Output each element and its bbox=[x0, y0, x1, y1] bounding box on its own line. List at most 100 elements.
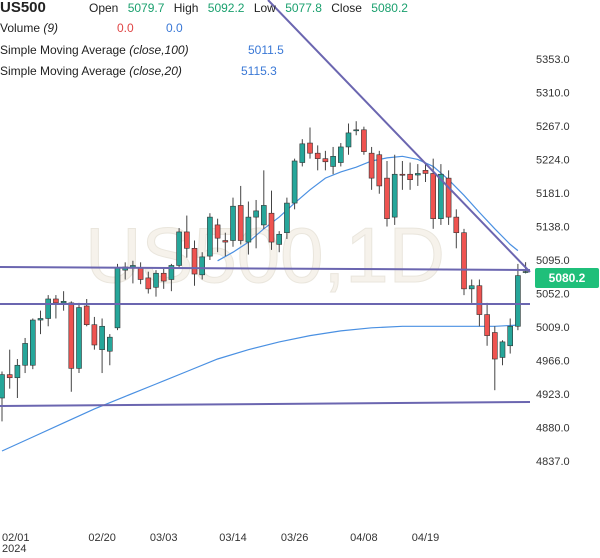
candle[interactable] bbox=[330, 146, 336, 175]
candle[interactable] bbox=[376, 150, 383, 194]
candle[interactable] bbox=[468, 279, 475, 303]
sma20-value: 5115.3 bbox=[241, 64, 277, 78]
candle[interactable] bbox=[160, 267, 167, 289]
candle[interactable] bbox=[337, 143, 344, 167]
x-tick-label: 03/14 bbox=[219, 532, 247, 544]
candlestick-series[interactable] bbox=[0, 121, 529, 422]
candle[interactable] bbox=[245, 201, 252, 255]
candle-body bbox=[284, 202, 290, 234]
candle-body bbox=[345, 132, 352, 148]
candle[interactable] bbox=[53, 295, 59, 319]
sma100-row[interactable]: Simple Moving Average (close,100) bbox=[0, 43, 189, 57]
drawn-trendlines[interactable] bbox=[0, 0, 531, 407]
candle-body bbox=[0, 374, 5, 399]
candle[interactable] bbox=[0, 371, 5, 422]
candle-body bbox=[276, 233, 283, 245]
candle[interactable] bbox=[268, 190, 275, 250]
candle[interactable] bbox=[176, 228, 182, 268]
candle[interactable] bbox=[307, 127, 313, 159]
candle[interactable] bbox=[499, 340, 506, 366]
candle[interactable] bbox=[414, 164, 421, 186]
candle[interactable] bbox=[322, 150, 329, 171]
candle[interactable] bbox=[14, 359, 21, 398]
candle[interactable] bbox=[22, 337, 28, 374]
price-tag: 5080.2 bbox=[535, 268, 599, 288]
candle[interactable] bbox=[60, 291, 67, 311]
candle-body bbox=[445, 177, 452, 218]
candle[interactable] bbox=[37, 310, 44, 335]
candle[interactable] bbox=[145, 271, 152, 294]
candle[interactable] bbox=[91, 316, 98, 350]
candle[interactable] bbox=[345, 123, 352, 155]
sma100-label: Simple Moving Average bbox=[0, 43, 126, 57]
volume-row[interactable]: Volume (9) bbox=[0, 21, 58, 35]
candle[interactable] bbox=[153, 270, 159, 297]
candle[interactable] bbox=[214, 218, 221, 253]
candle[interactable] bbox=[476, 279, 483, 327]
sma20-row[interactable]: Simple Moving Average (close,20) bbox=[0, 64, 182, 78]
candle-body bbox=[114, 267, 121, 329]
candle[interactable] bbox=[291, 158, 298, 210]
candle[interactable] bbox=[276, 231, 283, 253]
candle[interactable] bbox=[230, 197, 236, 247]
open-label: Open bbox=[89, 1, 119, 15]
candle[interactable] bbox=[391, 154, 398, 225]
candle[interactable] bbox=[68, 301, 75, 392]
candle-body bbox=[361, 129, 367, 152]
watermark: US500,1D bbox=[85, 211, 445, 299]
candle[interactable] bbox=[237, 185, 244, 245]
candle[interactable] bbox=[384, 160, 390, 227]
close-label: Close bbox=[331, 1, 362, 15]
candle[interactable] bbox=[491, 326, 498, 391]
candle[interactable] bbox=[445, 170, 452, 225]
candle[interactable] bbox=[453, 209, 460, 249]
candle[interactable] bbox=[99, 318, 105, 374]
candle[interactable] bbox=[461, 228, 467, 296]
candle[interactable] bbox=[260, 170, 267, 229]
candle[interactable] bbox=[76, 302, 82, 374]
candle-body bbox=[307, 142, 313, 154]
candle[interactable] bbox=[107, 334, 113, 366]
x-axis-year: 2024 bbox=[2, 543, 26, 555]
candle[interactable] bbox=[438, 164, 444, 225]
candle[interactable] bbox=[6, 349, 13, 389]
candle[interactable] bbox=[222, 232, 229, 257]
x-axis: 02/01 02/20 03/03 03/14 03/26 04/08 04/19 bbox=[2, 532, 439, 544]
candle[interactable] bbox=[284, 197, 290, 239]
trendline-horizontal-upper[interactable] bbox=[0, 266, 531, 271]
candle[interactable] bbox=[29, 318, 36, 370]
candle[interactable] bbox=[407, 162, 413, 190]
candle-body bbox=[222, 240, 229, 243]
candle-body bbox=[468, 285, 475, 290]
candle-body bbox=[414, 173, 421, 176]
candle[interactable] bbox=[361, 126, 367, 155]
price-tag-box bbox=[535, 268, 599, 288]
candle[interactable] bbox=[184, 215, 190, 258]
candle-body bbox=[260, 205, 267, 226]
candle[interactable] bbox=[484, 302, 490, 346]
candle[interactable] bbox=[422, 162, 429, 183]
candle[interactable] bbox=[45, 295, 52, 327]
candle-body bbox=[430, 173, 437, 219]
candle[interactable] bbox=[353, 121, 360, 136]
symbol-name[interactable]: US500 bbox=[0, 0, 46, 16]
candle[interactable] bbox=[515, 263, 521, 331]
candle[interactable] bbox=[207, 213, 213, 260]
candle[interactable] bbox=[191, 240, 198, 286]
candle[interactable] bbox=[314, 145, 321, 171]
candle[interactable] bbox=[368, 146, 375, 190]
candle[interactable] bbox=[507, 318, 514, 354]
candle-body bbox=[22, 343, 28, 366]
volume-value-1: 0.0 bbox=[117, 21, 134, 35]
candle[interactable] bbox=[199, 252, 205, 280]
trendline-horizontal-lower[interactable] bbox=[0, 401, 531, 407]
trendline-descending[interactable] bbox=[267, 0, 531, 273]
candle[interactable] bbox=[114, 263, 121, 331]
x-tick-label: 02/01 bbox=[2, 532, 30, 544]
candle[interactable] bbox=[399, 160, 406, 190]
candle[interactable] bbox=[253, 199, 259, 249]
candle-body bbox=[384, 177, 390, 219]
candle-body bbox=[37, 318, 44, 321]
candle[interactable] bbox=[299, 139, 306, 167]
